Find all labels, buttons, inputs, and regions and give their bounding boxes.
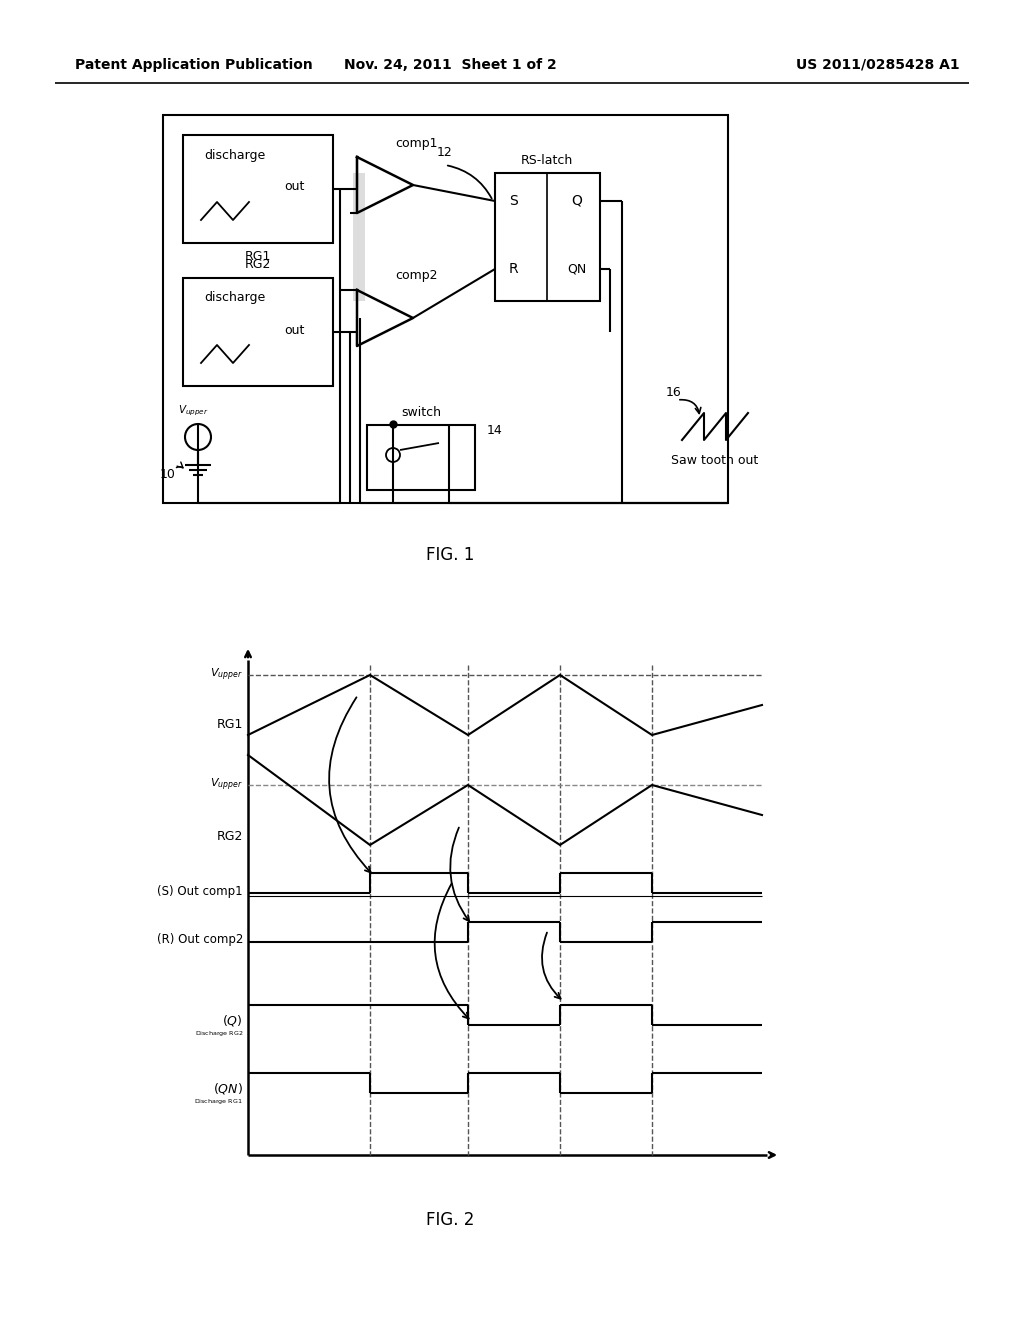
Text: $(QN)$: $(QN)$ [213, 1081, 243, 1096]
Text: out: out [285, 181, 305, 194]
Text: RG2: RG2 [245, 257, 271, 271]
Text: Q: Q [571, 194, 583, 209]
Bar [183, 135, 333, 243]
Text: $(Q)$: $(Q)$ [222, 1012, 243, 1027]
Text: Nov. 24, 2011  Sheet 1 of 2: Nov. 24, 2011 Sheet 1 of 2 [344, 58, 556, 73]
Text: R: R [508, 261, 518, 276]
Text: $V_{upper}$: $V_{upper}$ [210, 776, 243, 793]
Text: (R) Out comp2: (R) Out comp2 [157, 933, 243, 946]
Text: RG1: RG1 [217, 718, 243, 731]
Text: 16: 16 [667, 385, 682, 399]
Text: 12: 12 [437, 147, 453, 160]
Text: $V_{upper}$: $V_{upper}$ [210, 667, 243, 684]
Text: 10: 10 [160, 469, 176, 482]
Bar [353, 173, 365, 301]
Text: Saw tooth out: Saw tooth out [672, 454, 759, 466]
Text: discharge: discharge [205, 149, 265, 161]
Text: $_{\mathregular{Discharge\ RG1}}$: $_{\mathregular{Discharge\ RG1}}$ [195, 1097, 243, 1106]
Text: FIG. 1: FIG. 1 [426, 546, 474, 564]
Text: switch: switch [401, 405, 441, 418]
Text: QN: QN [567, 263, 587, 276]
Bar [367, 425, 475, 490]
Text: comp1: comp1 [395, 136, 437, 149]
Text: out: out [285, 323, 305, 337]
Bar [495, 173, 600, 301]
Text: $_{\mathregular{Discharge\ RG2}}$: $_{\mathregular{Discharge\ RG2}}$ [195, 1030, 243, 1039]
Text: discharge: discharge [205, 292, 265, 305]
Text: US 2011/0285428 A1: US 2011/0285428 A1 [797, 58, 961, 73]
Bar [163, 115, 728, 503]
Text: FIG. 2: FIG. 2 [426, 1210, 474, 1229]
Text: RG1: RG1 [245, 251, 271, 264]
Text: comp2: comp2 [395, 269, 437, 282]
Text: S: S [509, 194, 517, 209]
Bar [183, 279, 333, 385]
Text: RS-latch: RS-latch [521, 153, 573, 166]
Text: $V_{upper}$: $V_{upper}$ [177, 404, 208, 418]
Text: 14: 14 [487, 424, 503, 437]
Text: (S) Out comp1: (S) Out comp1 [158, 884, 243, 898]
Text: RG2: RG2 [217, 830, 243, 843]
Text: Patent Application Publication: Patent Application Publication [75, 58, 312, 73]
